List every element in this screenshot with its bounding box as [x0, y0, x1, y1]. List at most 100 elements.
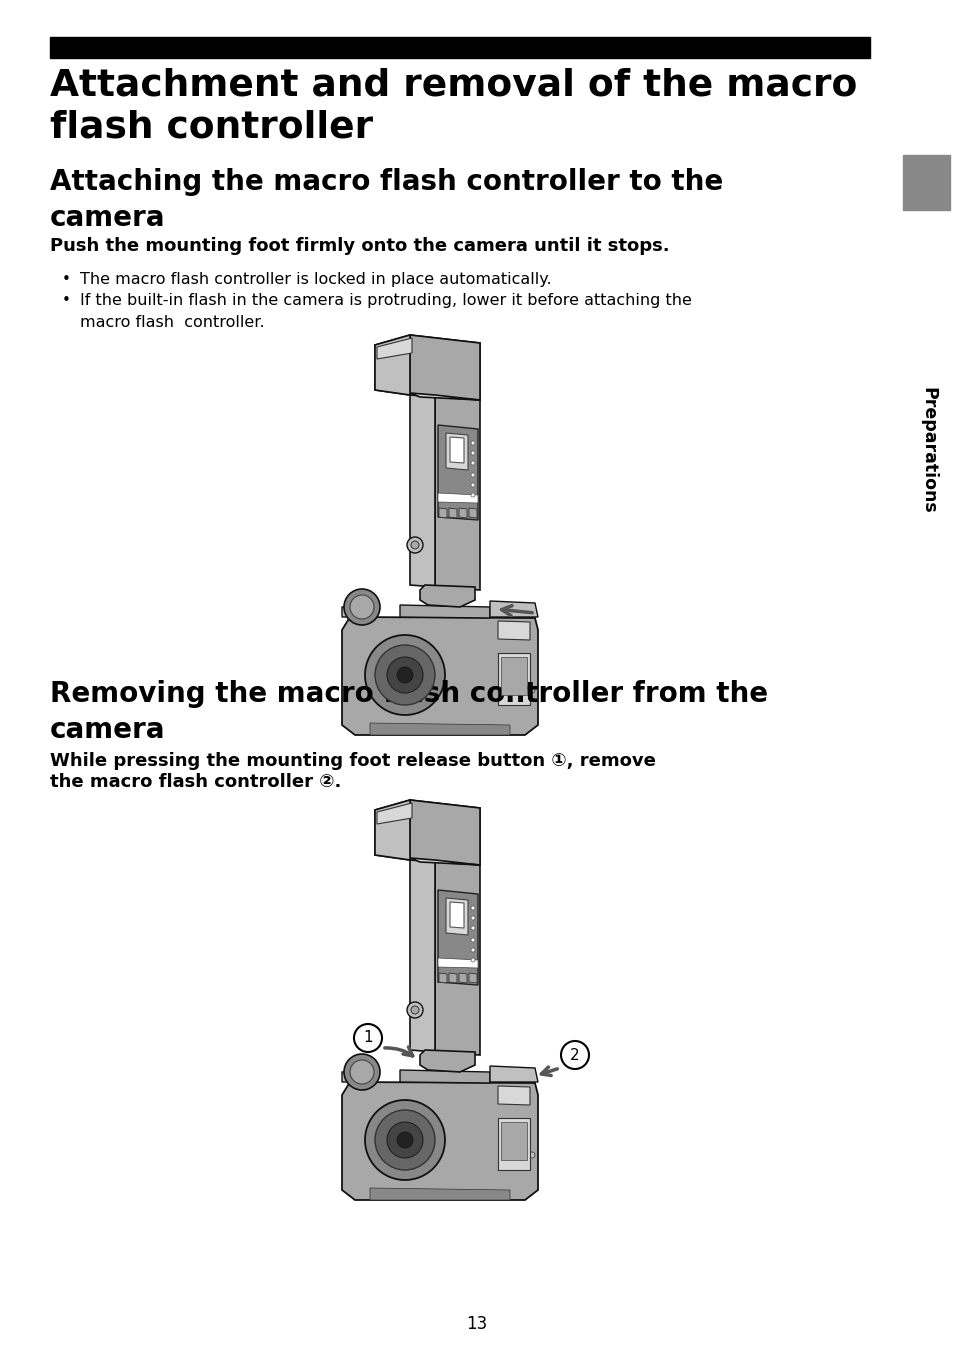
Polygon shape	[375, 800, 410, 859]
Polygon shape	[410, 393, 479, 399]
Polygon shape	[370, 1188, 510, 1200]
Circle shape	[471, 451, 475, 455]
Polygon shape	[437, 890, 477, 985]
Text: Push the mounting foot firmly onto the camera until it stops.: Push the mounting foot firmly onto the c…	[50, 237, 669, 256]
Circle shape	[471, 483, 475, 487]
Polygon shape	[437, 494, 477, 503]
Circle shape	[529, 1153, 535, 1158]
Text: •: •	[62, 272, 71, 286]
Circle shape	[375, 646, 435, 705]
Polygon shape	[497, 621, 530, 640]
Circle shape	[521, 1153, 527, 1158]
Text: the macro flash controller ②.: the macro flash controller ②.	[50, 773, 341, 791]
Text: •: •	[62, 293, 71, 308]
Circle shape	[365, 635, 444, 716]
Polygon shape	[446, 433, 468, 469]
Polygon shape	[375, 335, 479, 399]
Circle shape	[521, 687, 527, 693]
Circle shape	[396, 1132, 413, 1149]
Polygon shape	[446, 898, 468, 935]
Polygon shape	[469, 508, 476, 518]
Polygon shape	[469, 972, 476, 983]
Circle shape	[350, 594, 374, 619]
Polygon shape	[497, 1085, 530, 1106]
Polygon shape	[497, 654, 530, 705]
Text: Attachment and removal of the macro: Attachment and removal of the macro	[50, 69, 857, 104]
Polygon shape	[500, 656, 526, 695]
Polygon shape	[490, 1067, 537, 1081]
Circle shape	[471, 494, 475, 498]
Text: 2: 2	[570, 1048, 579, 1063]
Polygon shape	[449, 508, 456, 518]
Circle shape	[396, 667, 413, 683]
Text: The macro flash controller is locked in place automatically.: The macro flash controller is locked in …	[80, 272, 551, 286]
Polygon shape	[370, 724, 510, 734]
Polygon shape	[399, 1071, 490, 1083]
Circle shape	[471, 958, 475, 962]
Polygon shape	[500, 1122, 526, 1159]
Circle shape	[471, 907, 475, 911]
Text: flash controller: flash controller	[50, 110, 373, 147]
Polygon shape	[375, 335, 410, 395]
Text: Removing the macro flash controller from the: Removing the macro flash controller from…	[50, 681, 767, 707]
Polygon shape	[410, 858, 435, 1052]
Circle shape	[471, 461, 475, 465]
Polygon shape	[458, 508, 467, 518]
Polygon shape	[458, 972, 467, 983]
Polygon shape	[375, 800, 479, 865]
Polygon shape	[438, 508, 447, 518]
Polygon shape	[376, 338, 412, 359]
Circle shape	[407, 537, 422, 553]
Polygon shape	[341, 1071, 375, 1081]
Text: While pressing the mounting foot release button ①, remove: While pressing the mounting foot release…	[50, 752, 656, 769]
Circle shape	[515, 1153, 520, 1158]
Bar	[50, 38, 869, 58]
Circle shape	[411, 1006, 418, 1014]
Circle shape	[365, 1100, 444, 1180]
Polygon shape	[341, 1081, 537, 1200]
Polygon shape	[490, 601, 537, 617]
Polygon shape	[419, 585, 475, 607]
Circle shape	[411, 541, 418, 549]
Polygon shape	[497, 1118, 530, 1170]
Circle shape	[529, 687, 535, 693]
Text: Attaching the macro flash controller to the: Attaching the macro flash controller to …	[50, 168, 722, 196]
Text: Preparations: Preparations	[918, 386, 936, 514]
Circle shape	[387, 1122, 422, 1158]
Text: If the built-in flash in the camera is protruding, lower it before attaching the: If the built-in flash in the camera is p…	[80, 293, 691, 308]
Text: camera: camera	[50, 204, 165, 231]
Circle shape	[471, 473, 475, 477]
Polygon shape	[437, 958, 477, 968]
Polygon shape	[376, 803, 412, 824]
Polygon shape	[450, 902, 463, 928]
Circle shape	[354, 1024, 381, 1052]
Polygon shape	[435, 395, 479, 590]
Bar	[902, 155, 949, 210]
Circle shape	[515, 687, 520, 693]
Polygon shape	[341, 617, 537, 734]
Text: 13: 13	[466, 1315, 487, 1333]
Circle shape	[350, 1060, 374, 1084]
Circle shape	[407, 1002, 422, 1018]
Circle shape	[471, 925, 475, 929]
Polygon shape	[410, 858, 479, 865]
Circle shape	[344, 1054, 379, 1089]
Circle shape	[387, 656, 422, 693]
Polygon shape	[449, 972, 456, 983]
Circle shape	[344, 589, 379, 625]
Polygon shape	[437, 425, 477, 521]
Polygon shape	[450, 437, 463, 463]
Polygon shape	[410, 800, 479, 865]
Circle shape	[471, 937, 475, 941]
Circle shape	[560, 1041, 588, 1069]
Polygon shape	[410, 393, 435, 586]
Polygon shape	[341, 605, 375, 617]
Circle shape	[375, 1110, 435, 1170]
Polygon shape	[435, 859, 479, 1054]
Circle shape	[471, 441, 475, 445]
Polygon shape	[399, 605, 490, 617]
Text: 1: 1	[363, 1030, 373, 1045]
Text: camera: camera	[50, 716, 165, 744]
Text: macro flash  controller.: macro flash controller.	[80, 315, 264, 330]
Polygon shape	[438, 972, 447, 983]
